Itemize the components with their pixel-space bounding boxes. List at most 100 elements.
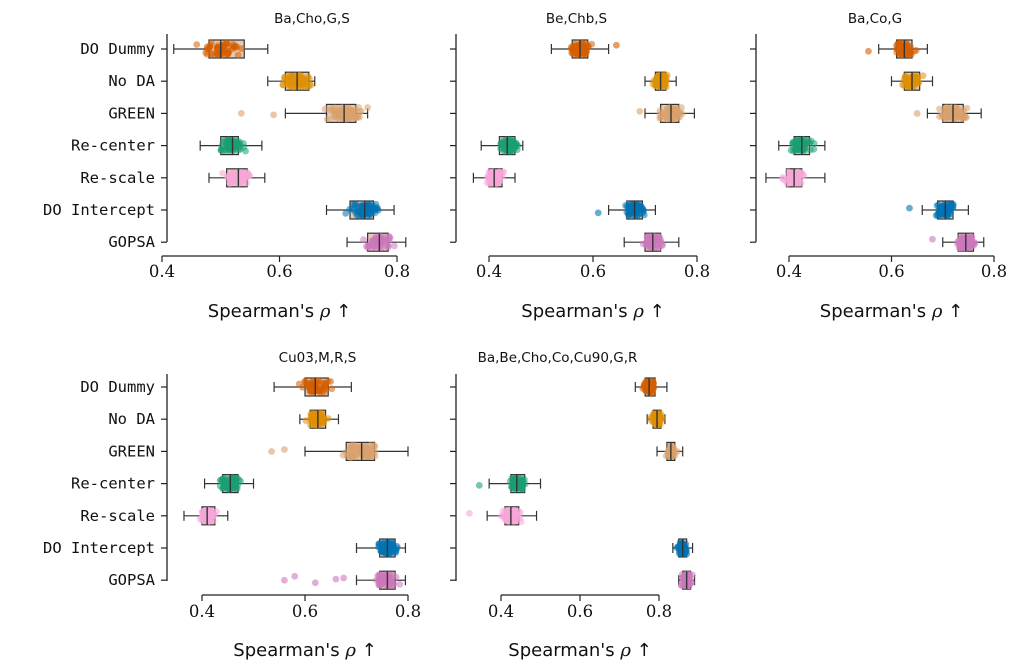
data-point (573, 42, 581, 50)
outlier-point (929, 235, 936, 243)
series-re-scale (450, 506, 538, 526)
series-re-center: Re-center (71, 136, 263, 156)
outlier-point (466, 509, 473, 517)
x-tick-label: 0.6 (580, 262, 606, 281)
data-point (308, 414, 316, 421)
x-tick-label: 0.4 (488, 602, 514, 621)
series-re-scale: Re-scale (80, 168, 266, 188)
data-point (321, 105, 329, 113)
method-label: GOPSA (108, 571, 155, 589)
data-point (208, 512, 216, 520)
method-label: DO Dummy (80, 40, 155, 58)
data-point (302, 417, 310, 425)
data-point (626, 204, 634, 212)
outlier-point (237, 110, 245, 117)
data-point (648, 388, 656, 395)
series-re-center: Re-center (71, 474, 255, 494)
data-point (909, 73, 917, 81)
data-point (279, 81, 287, 89)
data-point (232, 169, 240, 176)
series-re-center (450, 474, 542, 494)
panel-title: Ba,Co,G (848, 11, 902, 27)
data-point (327, 107, 335, 114)
panel-be-chb-s: Be,Chb,S 0.4 0.6 0.8 Spearman's ρ ↑ (450, 11, 710, 322)
x-tick-label: 0.6 (567, 602, 593, 621)
data-point (795, 141, 803, 148)
data-point (234, 51, 242, 59)
x-tick-label: 0.8 (684, 262, 710, 281)
outlier-point (281, 576, 288, 584)
data-point (221, 47, 228, 55)
data-point (502, 136, 510, 144)
data-point (660, 110, 668, 117)
data-point (484, 173, 492, 181)
x-axis-label: Spearman's ρ ↑ (208, 301, 351, 322)
data-point (216, 482, 224, 490)
data-point (346, 451, 354, 459)
panel-title: Be,Chb,S (546, 11, 607, 27)
data-point (390, 242, 398, 250)
method-label: Re-center (71, 475, 155, 493)
data-point (680, 581, 688, 589)
data-point (316, 388, 324, 396)
method-label: Re-scale (80, 169, 155, 187)
data-point (368, 237, 376, 245)
data-point (323, 115, 331, 123)
method-label: No DA (108, 410, 155, 428)
data-point (783, 180, 791, 188)
data-point (306, 75, 313, 83)
x-tick-label: 0.4 (189, 602, 215, 621)
data-point (389, 544, 397, 552)
data-point (639, 209, 647, 217)
data-point (375, 540, 383, 548)
series-gopsa (450, 570, 696, 590)
series-do-dummy (450, 377, 668, 397)
series-re-scale: Re-scale (80, 506, 229, 526)
data-point (363, 442, 370, 450)
x-tick-label: 0.4 (149, 262, 175, 281)
x-tick-label: 0.4 (476, 262, 502, 281)
data-point (958, 114, 966, 122)
data-point (242, 147, 249, 155)
data-point (193, 41, 201, 48)
outlier-point (475, 481, 483, 489)
data-point (245, 171, 253, 179)
data-point (941, 115, 948, 123)
outlier-point (291, 572, 299, 580)
x-axis-label: Spearman's ρ ↑ (233, 640, 376, 661)
data-point (314, 377, 322, 385)
x-tick-label: 0.6 (878, 262, 904, 281)
series-do-dummy (450, 39, 620, 59)
series-green (450, 441, 684, 461)
data-point (364, 104, 372, 111)
data-point (238, 172, 246, 179)
data-point (371, 452, 379, 460)
panel-title: Ba,Cho,G,S (274, 11, 350, 27)
data-point (387, 578, 395, 585)
outlier-point (340, 574, 348, 582)
data-point (345, 109, 353, 117)
series-green (750, 103, 982, 124)
method-label: DO Intercept (43, 539, 155, 557)
data-point (285, 81, 293, 89)
method-label: DO Dummy (80, 378, 155, 396)
outlier-point (913, 110, 921, 117)
method-label: GOPSA (108, 233, 155, 251)
x-tick-label: 0.4 (776, 262, 802, 281)
outlier-point (332, 575, 340, 583)
data-point (231, 43, 239, 51)
series-green: GREEN (108, 103, 372, 124)
data-point (339, 451, 347, 459)
data-point (896, 40, 904, 48)
data-point (365, 201, 372, 209)
series-do-intercept: DO Intercept (43, 538, 407, 558)
data-point (360, 236, 367, 243)
data-point (645, 233, 653, 241)
data-point (506, 478, 514, 485)
data-point (384, 243, 392, 251)
data-point (514, 483, 522, 491)
series-do-intercept (750, 200, 969, 220)
data-point (512, 511, 520, 518)
data-point (517, 474, 525, 482)
outlier-point (865, 47, 872, 55)
